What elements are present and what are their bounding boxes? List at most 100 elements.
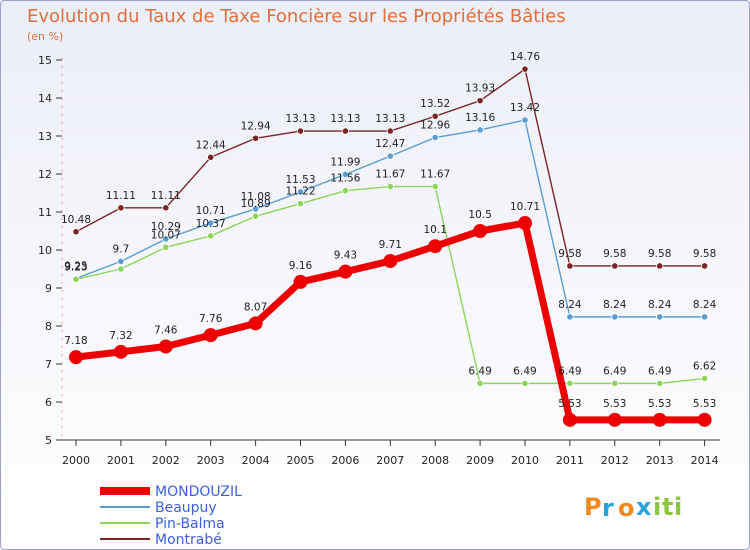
data-label-beaupuy: 10.29 (151, 221, 181, 233)
data-label-pin-balma: 6.49 (603, 365, 626, 377)
data-label-montrabe: 12.94 (241, 120, 271, 132)
x-tick-label: 2001 (107, 454, 135, 467)
data-label-pin-balma: 10.07 (151, 229, 181, 241)
data-label-pin-balma: 6.62 (693, 360, 716, 372)
data-point-montrabe (521, 65, 529, 73)
data-label-mondouzil: 7.46 (154, 325, 178, 337)
data-label-pin-balma: 11.67 (420, 169, 450, 181)
data-label-beaupuy: 13.16 (465, 112, 495, 124)
data-label-mondouzil: 9.43 (334, 250, 357, 262)
data-point-montrabe (341, 127, 349, 135)
data-point-montrabe (566, 262, 574, 270)
legend-label: Beaupuy (155, 500, 217, 516)
data-label-montrabe: 13.13 (330, 113, 360, 125)
data-label-mondouzil: 5.53 (603, 398, 626, 410)
data-label-pin-balma: 9.23 (64, 261, 87, 273)
data-label-mondouzil: 10.71 (510, 201, 540, 213)
data-point-mondouzil (248, 316, 263, 331)
logo-letter: t (662, 493, 673, 521)
data-label-beaupuy: 13.42 (510, 102, 540, 114)
data-label-mondouzil: 7.18 (64, 335, 87, 347)
logo-letter: i (674, 493, 682, 521)
chart-subtitle: (en %) (27, 30, 63, 43)
data-label-beaupuy: 9.7 (113, 243, 130, 255)
y-tick-label: 9 (45, 282, 52, 295)
data-label-pin-balma: 10.37 (196, 218, 226, 230)
data-point-montrabe (117, 204, 125, 212)
data-label-beaupuy: 12.96 (420, 120, 450, 132)
data-label-beaupuy: 8.24 (558, 299, 582, 311)
data-label-montrabe: 13.93 (465, 83, 495, 95)
data-point-pin-balma (656, 379, 664, 387)
data-label-pin-balma: 11.22 (285, 186, 315, 198)
data-point-mondouzil (562, 412, 577, 427)
y-tick-labels: 5 6 7 8 9 10 11 12 13 14 15 (38, 54, 62, 447)
data-label-mondouzil: 5.53 (693, 398, 716, 410)
data-point-beaupuy (296, 188, 305, 196)
logo-letter: P (584, 493, 602, 521)
data-point-montrabe (431, 112, 439, 120)
data-label-pin-balma: 6.49 (513, 365, 536, 377)
data-point-mondouzil (383, 254, 398, 269)
data-label-montrabe: 13.52 (420, 98, 450, 110)
data-label-mondouzil: 8.07 (244, 301, 267, 313)
data-label-beaupuy: 8.24 (603, 299, 627, 311)
data-point-beaupuy (611, 313, 619, 321)
data-point-pin-balma (566, 379, 574, 387)
data-label-beaupuy: 11.53 (285, 174, 315, 186)
logo-letter: i (653, 493, 661, 521)
data-point-mondouzil (203, 328, 218, 343)
x-tick-label: 2011 (556, 454, 584, 467)
data-point-montrabe (207, 153, 215, 161)
y-tick-label: 10 (38, 244, 52, 257)
data-point-beaupuy (521, 116, 529, 124)
series-line-pin-balma (75, 185, 705, 385)
data-label-montrabe: 9.58 (648, 248, 671, 260)
data-point-pin-balma (611, 379, 619, 387)
data-label-mondouzil: 10.5 (468, 209, 491, 221)
x-tick-label: 2010 (511, 454, 539, 467)
data-point-mondouzil (473, 224, 488, 238)
y-tick-label: 11 (38, 206, 52, 219)
data-label-beaupuy: 8.24 (648, 299, 672, 311)
y-tick-label: 8 (45, 320, 52, 333)
data-point-pin-balma (341, 187, 349, 195)
y-tick-label: 5 (45, 434, 52, 447)
legend-label: MONDOUZIL (155, 484, 242, 500)
data-point-pin-balma (252, 212, 260, 220)
data-point-beaupuy (431, 133, 439, 142)
x-tick-label: 2013 (646, 454, 674, 467)
data-label-pin-balma: 6.49 (468, 365, 491, 377)
data-label-mondouzil: 5.53 (648, 398, 671, 410)
legend-label: Montrabé (155, 532, 222, 548)
data-label-montrabe: 9.58 (693, 248, 716, 260)
data-point-mondouzil (518, 216, 532, 231)
x-tick-label: 2008 (421, 454, 449, 467)
data-label-montrabe: 10.48 (61, 214, 91, 226)
data-label-montrabe: 9.58 (603, 248, 626, 260)
legend-label: Pin-Balma (155, 516, 225, 532)
data-point-pin-balma (162, 243, 170, 251)
x-tick-label: 2012 (601, 454, 629, 467)
data-point-beaupuy (476, 126, 484, 134)
y-tick-label: 7 (45, 358, 52, 371)
data-label-montrabe: 11.11 (151, 190, 181, 202)
axes (61, 58, 720, 441)
data-label-pin-balma: 6.49 (648, 365, 671, 377)
data-point-mondouzil (293, 274, 308, 289)
data-label-mondouzil: 9.71 (379, 239, 402, 251)
series-pin-balma (72, 182, 709, 387)
data-point-mondouzil (158, 339, 173, 354)
data-point-montrabe (162, 204, 170, 212)
data-labels: 10.48 11.11 11.11 12.44 12.94 13.13 13.13 13.13… (61, 51, 717, 410)
data-point-beaupuy (566, 313, 574, 321)
data-point-beaupuy (252, 205, 260, 213)
data-label-montrabe: 13.13 (285, 113, 315, 125)
series-beaupuy (72, 116, 709, 321)
data-label-beaupuy: 12.47 (375, 138, 405, 150)
x-tick-label: 2014 (691, 454, 719, 467)
series-montrabe (72, 65, 709, 270)
data-label-beaupuy: 11.08 (241, 191, 271, 203)
